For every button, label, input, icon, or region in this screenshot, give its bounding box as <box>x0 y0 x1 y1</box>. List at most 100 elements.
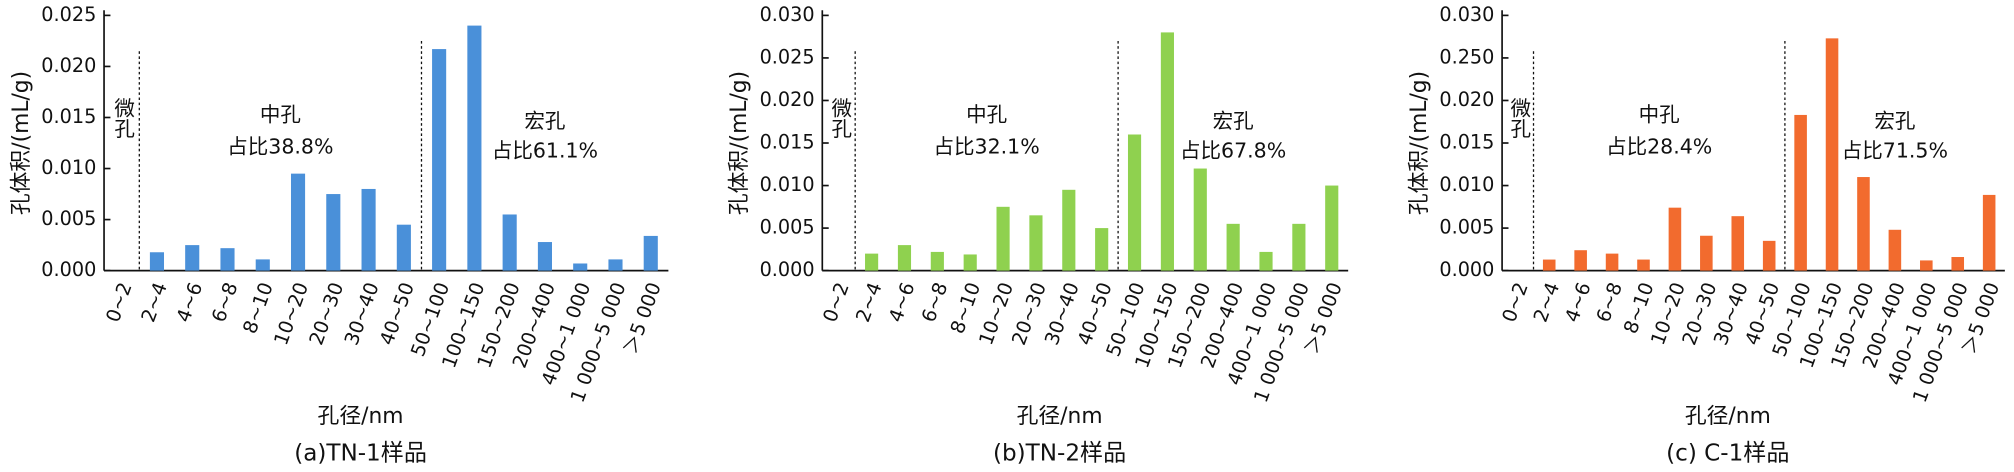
annotation: 中孔 <box>1639 102 1680 126</box>
bar <box>1062 189 1076 271</box>
annotation: 微孔 <box>828 97 852 138</box>
bar <box>1951 257 1965 271</box>
bar <box>1982 194 1996 271</box>
y-tick-label: 0.020 <box>760 88 815 111</box>
y-tick-label: 0.005 <box>1439 216 1494 239</box>
bar <box>290 173 306 271</box>
bar <box>537 242 552 271</box>
y-tick-label: 0.025 <box>41 3 96 26</box>
bar <box>1193 168 1207 271</box>
y-tick-label: 0.250 <box>1439 45 1494 68</box>
bar <box>1259 251 1273 271</box>
annotation: 占比38.8% <box>227 135 333 159</box>
bar <box>1668 207 1682 271</box>
bar <box>1700 235 1713 271</box>
annotation: 微孔 <box>1507 97 1531 138</box>
bar <box>608 259 623 271</box>
annotation: 宏孔 <box>1213 109 1254 133</box>
y-tick-label: 0.015 <box>1439 131 1494 154</box>
bar <box>502 214 517 271</box>
annotation: 占比28.4% <box>1606 135 1712 159</box>
bar <box>996 206 1010 271</box>
bar <box>1762 240 1776 271</box>
caption: (c) C-1样品 <box>1666 441 1789 467</box>
bar <box>149 252 165 271</box>
y-tick-label: 0.010 <box>41 156 96 179</box>
y-tick-label: 0.010 <box>760 173 815 196</box>
bar <box>1574 250 1587 271</box>
bar <box>432 49 447 271</box>
bar <box>1825 38 1839 271</box>
annotation: 中孔 <box>260 102 301 126</box>
x-tick-label: 4~6 <box>1560 279 1595 325</box>
bar <box>1920 260 1933 271</box>
y-tick-label: 0.020 <box>1439 88 1494 111</box>
x-tick-label: 0~2 <box>101 279 136 325</box>
bar <box>220 248 235 271</box>
x-tick-label: 6~8 <box>207 279 242 325</box>
bar <box>326 194 341 271</box>
bar <box>1888 229 1902 271</box>
y-tick-label: 0.005 <box>41 207 96 230</box>
bar <box>1160 32 1174 271</box>
bar <box>930 251 944 271</box>
bar <box>255 259 270 271</box>
bar <box>1637 259 1650 271</box>
x-tick-label: 0~2 <box>1497 279 1532 325</box>
y-tick-label: 0.030 <box>760 3 815 26</box>
y-tick-label: 0.030 <box>1439 3 1494 26</box>
y-axis-label: 孔体积/(mL/g) <box>1407 71 1432 215</box>
y-tick-label: 0.015 <box>41 105 96 128</box>
bar <box>865 253 879 271</box>
annotation: 微孔 <box>111 97 135 138</box>
x-tick-label: 0~2 <box>818 279 853 325</box>
x-tick-label: 4~6 <box>172 279 207 325</box>
bar <box>467 25 482 271</box>
bar <box>185 245 200 271</box>
x-tick-label: 6~8 <box>917 279 952 325</box>
annotation: 宏孔 <box>1874 109 1915 133</box>
bar <box>1794 114 1807 271</box>
y-tick-label: 0.000 <box>41 258 96 281</box>
bar <box>1325 185 1339 271</box>
x-tick-label: 2~4 <box>1529 279 1564 325</box>
bar <box>963 254 977 271</box>
annotation: 占比67.8% <box>1180 138 1286 162</box>
bar <box>1857 177 1870 271</box>
bar <box>1095 228 1109 271</box>
y-tick-label: 0.000 <box>1439 258 1494 281</box>
bar <box>1029 215 1043 271</box>
bar <box>643 235 658 271</box>
annotation: 占比32.1% <box>934 135 1040 159</box>
y-tick-label: 0.020 <box>41 54 96 77</box>
x-axis-label: 孔径/nm <box>1017 404 1103 429</box>
bar <box>1731 216 1745 271</box>
y-tick-label: 0.025 <box>760 45 815 68</box>
caption: (b)TN-2样品 <box>993 441 1126 467</box>
caption: (a)TN-1样品 <box>294 441 427 467</box>
y-axis-label: 孔体积/(mL/g) <box>9 71 34 215</box>
y-tick-label: 0.010 <box>1439 173 1494 196</box>
bar <box>361 188 376 271</box>
y-tick-label: 0.000 <box>760 258 815 281</box>
x-tick-label: 2~4 <box>136 279 171 325</box>
bar <box>1542 259 1556 271</box>
y-tick-label: 0.015 <box>760 131 815 154</box>
annotation: 中孔 <box>966 102 1007 126</box>
bar <box>897 245 912 271</box>
y-tick-label: 0.005 <box>760 216 815 239</box>
x-axis-label: 孔径/nm <box>318 404 404 429</box>
bar <box>573 263 588 271</box>
annotation: 占比61.1% <box>492 138 598 162</box>
x-axis-label: 孔径/nm <box>1685 404 1771 429</box>
bar <box>1292 223 1306 271</box>
annotation: 占比71.5% <box>1842 138 1948 162</box>
bar <box>1605 253 1619 271</box>
bar <box>1127 134 1142 271</box>
bar <box>396 224 411 271</box>
y-axis-label: 孔体积/(mL/g) <box>727 71 752 215</box>
x-tick-label: 4~6 <box>884 279 919 325</box>
bar <box>1226 223 1240 271</box>
x-tick-label: 8~10 <box>238 279 278 336</box>
